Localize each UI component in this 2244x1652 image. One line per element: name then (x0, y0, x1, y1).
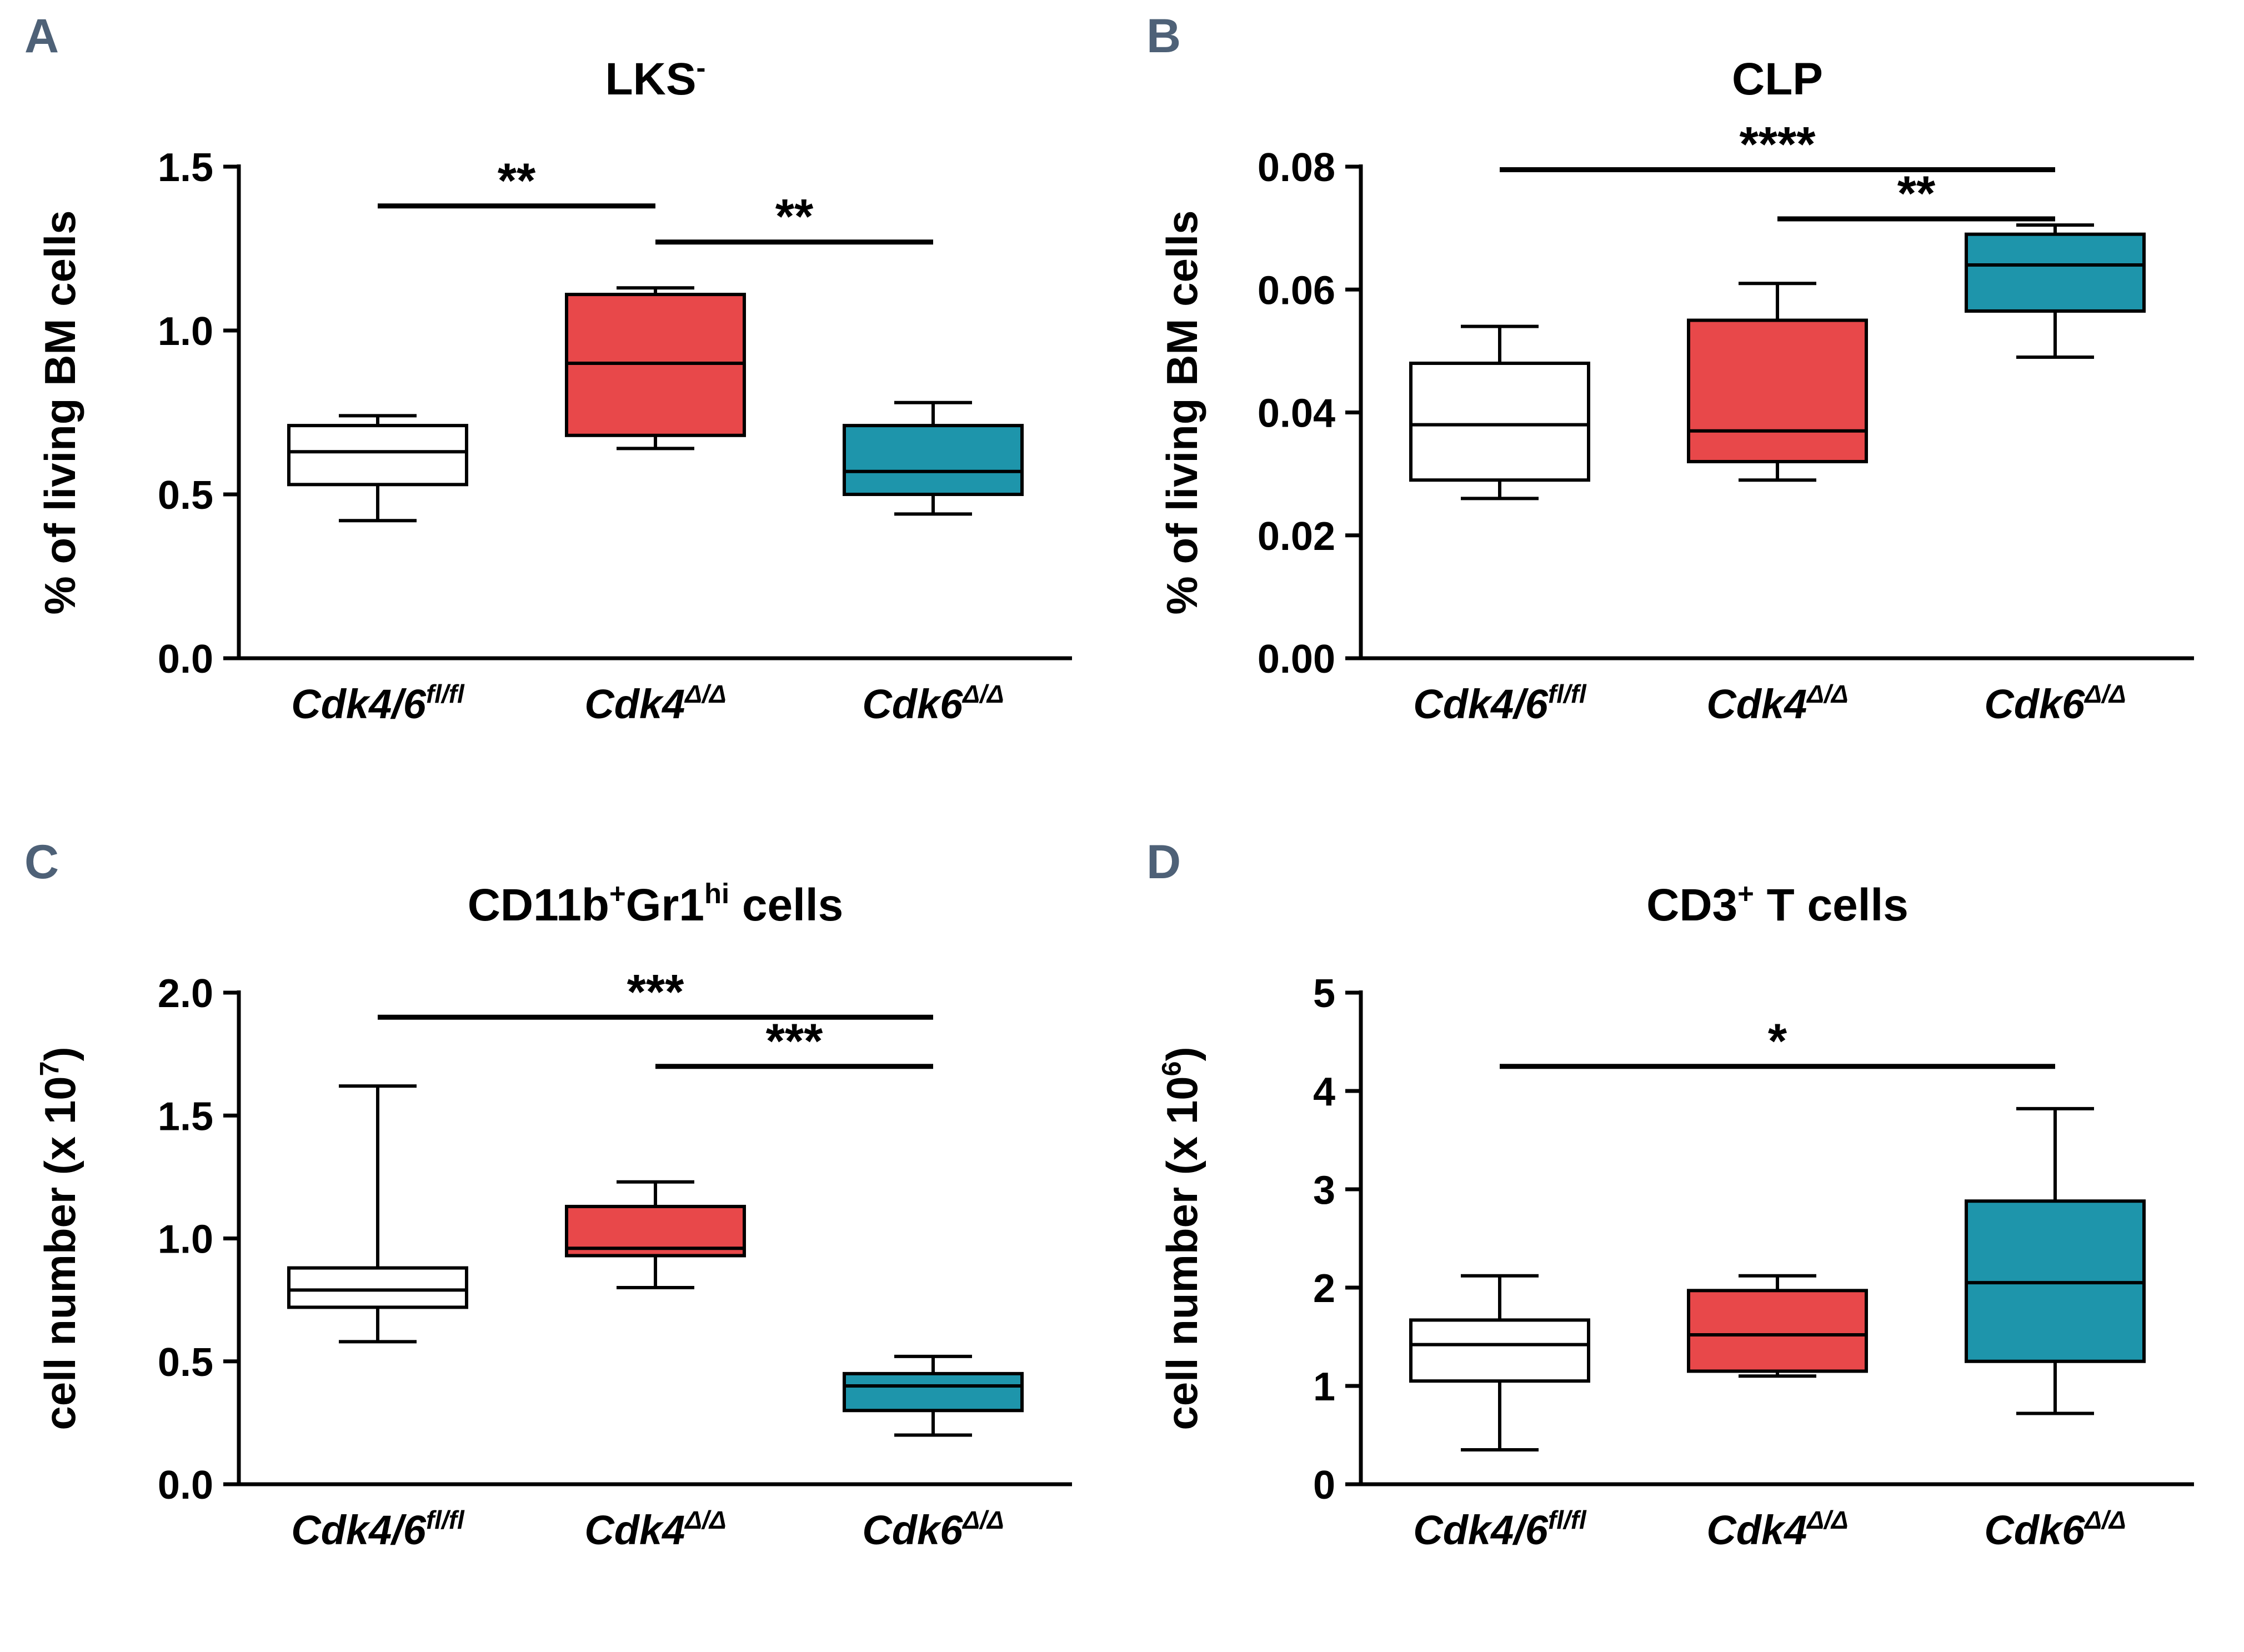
box (1409, 1318, 1590, 1383)
panel-c: C CD11b+Gr1hi cells cell number (x 107) 0.… (0, 826, 1122, 1652)
x-category-label: Cdk4/6fl/fl (291, 679, 465, 727)
plot-area: CD11b+Gr1hi cells cell number (x 107) 0.0 0… (34, 878, 1072, 1553)
y-tick-label: 1.5 (158, 146, 213, 190)
y-axis-label: cell number (x 107) (34, 1047, 84, 1430)
boxplot-cd11b-gr1: CD11b+Gr1hi cells cell number (x 107) 0.0 0… (34, 878, 1072, 1553)
significance-stars: *** (766, 1013, 823, 1068)
box (1965, 232, 2146, 313)
panel-d: D CD3+ T cells cell number (x 106) 0 1 2 3 4 5 C… (1122, 826, 2244, 1652)
x-category-label: Cdk6Δ/Δ (862, 1505, 1004, 1553)
x-category-label: Cdk4Δ/Δ (1706, 679, 1848, 727)
boxplot-cd3-t: CD3+ T cells cell number (x 106) 0 1 2 3 4 5 Cdk… (1156, 878, 2194, 1553)
y-tick-label: 2.0 (158, 972, 213, 1016)
y-axis-label: cell number (x 106) (1156, 1047, 1206, 1430)
y-tick-label: 0 (1313, 1463, 1335, 1508)
significance-stars: ** (1897, 166, 1936, 221)
panel-letter-c: C (24, 835, 59, 889)
box (287, 424, 468, 487)
boxplot-clp: CLP % of living BM cells 0.00 0.02 0.04 0.06 0… (1158, 54, 2194, 727)
y-tick-label: 1.0 (158, 1218, 213, 1262)
y-tick-label: 5 (1313, 972, 1335, 1016)
x-category-label: Cdk4Δ/Δ (584, 1505, 726, 1553)
x-category-label: Cdk4/6fl/fl (291, 1505, 465, 1553)
x-category-label: Cdk6Δ/Δ (1984, 679, 2126, 727)
significance-stars: * (1768, 1013, 1787, 1068)
significance-stars: **** (1740, 117, 1816, 172)
box (843, 1371, 1024, 1413)
y-tick-label: 0.5 (158, 1340, 213, 1385)
x-category-label: Cdk6Δ/Δ (862, 679, 1004, 727)
significance-stars: ** (775, 189, 814, 244)
y-tick-label: 2 (1313, 1266, 1335, 1311)
x-category-label: Cdk6Δ/Δ (1984, 1505, 2126, 1553)
panel-letter-d: D (1146, 835, 1181, 889)
y-tick-label: 1.5 (158, 1094, 213, 1139)
y-axis-label: % of living BM cells (1158, 210, 1206, 614)
y-tick-label: 0.5 (158, 473, 213, 518)
boxplot-lks: LKS- % of living BM cells 0.0 0.5 1.0 1.5 Cdk4… (36, 52, 1072, 727)
plot-area: CD3+ T cells cell number (x 106) 0 1 2 3 4 5 Cdk… (1156, 878, 2194, 1553)
chart-title: CLP (1732, 54, 1823, 104)
chart-title: CD3+ T cells (1646, 878, 1909, 930)
box (287, 1266, 468, 1309)
box (1687, 318, 1868, 463)
panel-b: B CLP % of living BM cells 0.00 0.02 0.04 0.0… (1122, 0, 2244, 826)
x-category-label: Cdk4Δ/Δ (584, 679, 726, 727)
y-tick-label: 0.0 (158, 637, 213, 682)
y-tick-label: 0.04 (1258, 392, 1335, 436)
y-tick-label: 4 (1313, 1070, 1335, 1114)
y-tick-label: 1 (1313, 1365, 1335, 1409)
y-tick-label: 1.0 (158, 309, 213, 354)
plot-area: CLP % of living BM cells 0.00 0.02 0.04 0.06 0… (1158, 54, 2194, 727)
chart-title: LKS- (605, 52, 706, 104)
x-category-label: Cdk4/6fl/fl (1413, 679, 1587, 727)
significance-stars: ** (498, 153, 536, 208)
box (1687, 1289, 1868, 1373)
x-category-label: Cdk4Δ/Δ (1706, 1505, 1848, 1553)
box (1409, 362, 1590, 482)
significance-stars: *** (627, 964, 684, 1019)
x-category-label: Cdk4/6fl/fl (1413, 1505, 1587, 1553)
chart-title: CD11b+Gr1hi cells (468, 878, 844, 930)
y-tick-label: 0.0 (158, 1463, 213, 1508)
panel-a: A LKS- % of living BM cells 0.0 0.5 1.0 1.5 Cd… (0, 0, 1122, 826)
y-tick-label: 3 (1313, 1168, 1335, 1213)
plot-area: LKS- % of living BM cells 0.0 0.5 1.0 1.5 Cdk4… (36, 52, 1072, 727)
panel-letter-a: A (24, 9, 59, 63)
panel-letter-b: B (1146, 9, 1181, 63)
y-tick-label: 0.06 (1258, 268, 1335, 313)
y-tick-label: 0.00 (1258, 637, 1335, 682)
y-tick-label: 0.02 (1258, 514, 1335, 559)
y-tick-label: 0.08 (1258, 146, 1335, 190)
y-axis-label: % of living BM cells (36, 210, 84, 614)
box (843, 424, 1024, 496)
